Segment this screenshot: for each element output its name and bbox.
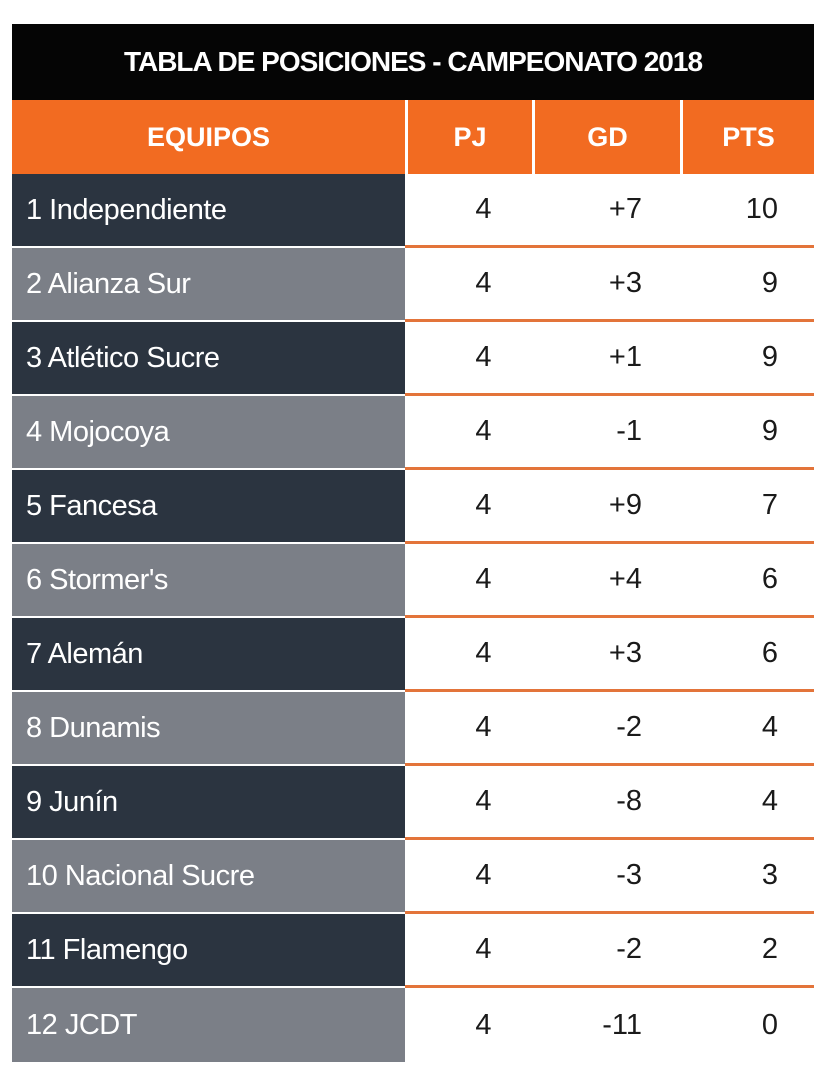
table-title: TABLA DE POSICIONES - CAMPEONATO 2018 bbox=[12, 24, 814, 100]
table-row: 11 Flamengo 4 -2 2 bbox=[12, 914, 814, 988]
team-name-cell: 10 Nacional Sucre bbox=[12, 840, 405, 914]
team-name-cell: 2 Alianza Sur bbox=[12, 248, 405, 322]
table-row: 3 Atlético Sucre 4 +1 9 bbox=[12, 322, 814, 396]
goal-difference-cell: -2 bbox=[616, 933, 642, 965]
team-name-cell: 7 Alemán bbox=[12, 618, 405, 692]
points-cell: 2 bbox=[761, 933, 778, 965]
points-cell: 6 bbox=[761, 563, 778, 595]
goal-difference-cell: +4 bbox=[608, 563, 642, 595]
table-row: 5 Fancesa 4 +9 7 bbox=[12, 470, 814, 544]
table-row: 2 Alianza Sur 4 +3 9 bbox=[12, 248, 814, 322]
table-header-row: EQUIPOS PJ GD PTS bbox=[12, 100, 814, 174]
stats-group: 4 +4 6 bbox=[405, 544, 814, 618]
team-name-cell: 12 JCDT bbox=[12, 988, 405, 1062]
played-cell: 4 bbox=[475, 267, 492, 299]
team-name-cell: 3 Atlético Sucre bbox=[12, 322, 405, 396]
played-cell: 4 bbox=[475, 859, 492, 891]
standings-table: TABLA DE POSICIONES - CAMPEONATO 2018 EQ… bbox=[12, 24, 814, 1062]
stats-group: 4 -1 9 bbox=[405, 396, 814, 470]
goal-difference-cell: -11 bbox=[602, 1008, 642, 1041]
points-cell: 0 bbox=[761, 1008, 778, 1041]
points-cell: 4 bbox=[761, 785, 778, 817]
goal-difference-cell: +3 bbox=[608, 267, 642, 299]
stats-group: 4 +9 7 bbox=[405, 470, 814, 544]
header-gd: GD bbox=[532, 100, 680, 174]
header-pts: PTS bbox=[680, 100, 814, 174]
goal-difference-cell: +1 bbox=[608, 341, 642, 373]
header-equipos: EQUIPOS bbox=[146, 121, 271, 152]
points-cell: 9 bbox=[761, 341, 778, 373]
played-cell: 4 bbox=[475, 193, 492, 225]
header-pj: PJ bbox=[405, 100, 532, 174]
played-cell: 4 bbox=[475, 637, 492, 669]
goal-difference-cell: +7 bbox=[608, 193, 642, 225]
team-name-cell: 5 Fancesa bbox=[12, 470, 405, 544]
points-cell: 6 bbox=[761, 637, 778, 669]
team-name-cell: 6 Stormer's bbox=[12, 544, 405, 618]
played-cell: 4 bbox=[475, 415, 492, 447]
stats-group: 4 +7 10 bbox=[405, 174, 814, 248]
played-cell: 4 bbox=[475, 1008, 492, 1041]
team-name-cell: 11 Flamengo bbox=[12, 914, 405, 988]
team-name-cell: 8 Dunamis bbox=[12, 692, 405, 766]
stats-group: 4 +3 9 bbox=[405, 248, 814, 322]
table-row: 1 Independiente 4 +7 10 bbox=[12, 174, 814, 248]
goal-difference-cell: -1 bbox=[616, 415, 642, 447]
table-row: 12 JCDT 4 -11 0 bbox=[12, 988, 814, 1062]
table-row: 4 Mojocoya 4 -1 9 bbox=[12, 396, 814, 470]
stats-group: 4 -2 2 bbox=[405, 914, 814, 988]
stats-group: 4 +3 6 bbox=[405, 618, 814, 692]
stats-group: 4 +1 9 bbox=[405, 322, 814, 396]
table-row: 6 Stormer's 4 +4 6 bbox=[12, 544, 814, 618]
goal-difference-cell: -8 bbox=[616, 785, 642, 817]
table-body: 1 Independiente 4 +7 10 2 Alianza Sur 4 +3 9 3 A… bbox=[12, 174, 814, 1062]
table-row: 8 Dunamis 4 -2 4 bbox=[12, 692, 814, 766]
table-row: 7 Alemán 4 +3 6 bbox=[12, 618, 814, 692]
played-cell: 4 bbox=[475, 711, 492, 743]
points-cell: 4 bbox=[761, 711, 778, 743]
team-name-cell: 9 Junín bbox=[12, 766, 405, 840]
played-cell: 4 bbox=[475, 785, 492, 817]
played-cell: 4 bbox=[475, 563, 492, 595]
goal-difference-cell: +3 bbox=[608, 637, 642, 669]
team-name-cell: 4 Mojocoya bbox=[12, 396, 405, 470]
stats-group: 4 -8 4 bbox=[405, 766, 814, 840]
table-row: 10 Nacional Sucre 4 -3 3 bbox=[12, 840, 814, 914]
played-cell: 4 bbox=[475, 489, 492, 521]
stats-group: 4 -11 0 bbox=[405, 988, 814, 1062]
points-cell: 3 bbox=[761, 859, 778, 891]
goal-difference-cell: +9 bbox=[608, 489, 642, 521]
points-cell: 9 bbox=[761, 415, 778, 447]
played-cell: 4 bbox=[475, 341, 492, 373]
points-cell: 10 bbox=[745, 193, 778, 225]
points-cell: 9 bbox=[761, 267, 778, 299]
table-row: 9 Junín 4 -8 4 bbox=[12, 766, 814, 840]
goal-difference-cell: -2 bbox=[616, 711, 642, 743]
team-name-cell: 1 Independiente bbox=[12, 174, 405, 248]
stats-group: 4 -3 3 bbox=[405, 840, 814, 914]
points-cell: 7 bbox=[761, 489, 778, 521]
played-cell: 4 bbox=[475, 933, 492, 965]
stats-group: 4 -2 4 bbox=[405, 692, 814, 766]
goal-difference-cell: -3 bbox=[616, 859, 642, 891]
